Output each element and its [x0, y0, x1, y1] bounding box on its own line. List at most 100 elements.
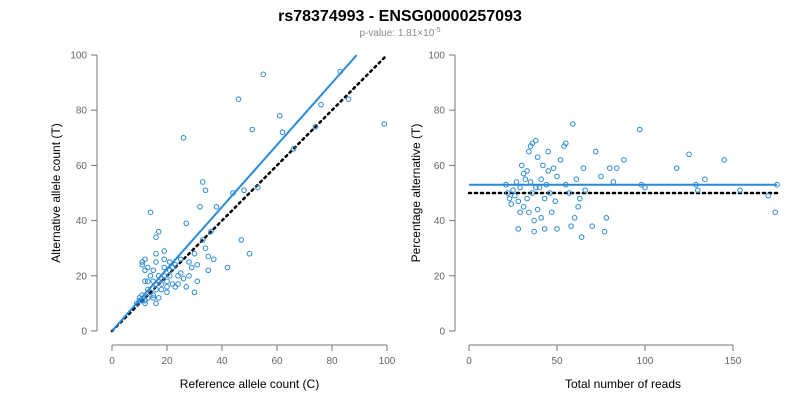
data-point: [142, 278, 148, 285]
data-point: [254, 184, 261, 191]
data-point: [177, 270, 184, 276]
x-tick-label: 100: [379, 356, 396, 367]
data-point: [545, 168, 552, 174]
data-point: [534, 154, 541, 160]
data-point: [312, 123, 319, 130]
data-point: [527, 179, 534, 185]
data-point: [526, 209, 532, 216]
data-point: [161, 273, 168, 279]
data-point: [161, 248, 168, 254]
data-point: [164, 278, 170, 285]
data-point: [147, 273, 154, 279]
x-tick-label: 0: [466, 356, 472, 367]
data-point: [695, 187, 701, 194]
data-point: [578, 234, 585, 240]
data-point: [172, 284, 179, 290]
data-point: [230, 190, 236, 196]
data-point: [208, 228, 214, 235]
data-point: [534, 206, 541, 213]
data-point: [161, 256, 168, 263]
y-tick-label: 0: [81, 327, 87, 338]
y-tick-label: 40: [76, 216, 88, 227]
data-point: [155, 228, 162, 235]
data-point: [175, 281, 181, 287]
data-point: [186, 259, 192, 265]
x-tick-label: 100: [637, 356, 654, 367]
data-point: [772, 209, 779, 216]
data-point: [504, 190, 511, 196]
data-point: [547, 190, 553, 196]
data-point: [150, 295, 157, 301]
chart-subtitle: p-value: 1.81×10-5: [359, 27, 440, 39]
x-tick-label: 0: [109, 356, 115, 367]
data-point: [155, 295, 162, 301]
data-point: [199, 179, 206, 185]
data-point: [601, 228, 608, 235]
data-point: [238, 237, 245, 243]
y-tick-label: 0: [439, 327, 445, 338]
data-point: [241, 187, 247, 194]
y-tick-label: 80: [434, 106, 446, 117]
data-point: [197, 204, 203, 210]
data-point: [139, 292, 146, 298]
data-point: [147, 209, 154, 216]
y-tick-label: 60: [434, 161, 446, 172]
data-point: [524, 195, 530, 202]
data-point: [202, 245, 209, 251]
data-point: [381, 121, 388, 127]
data-point: [158, 281, 165, 287]
data-point: [150, 267, 157, 274]
data-point: [205, 253, 212, 260]
data-point: [524, 168, 530, 174]
data-point: [589, 223, 596, 229]
data-point: [548, 209, 555, 216]
data-point: [554, 173, 560, 180]
data-point: [166, 273, 173, 279]
data-point: [142, 256, 148, 263]
data-point: [186, 273, 192, 279]
data-point: [693, 181, 699, 188]
data-point: [191, 250, 198, 257]
data-point: [153, 259, 159, 265]
data-point: [538, 176, 544, 182]
y-axis-title: Alternative allele count (T): [49, 123, 63, 262]
x-tick-label: 60: [271, 356, 283, 367]
data-point: [136, 297, 143, 304]
data-point: [290, 146, 297, 152]
data-point: [183, 284, 190, 290]
data-point: [557, 157, 564, 163]
data-point: [318, 101, 324, 108]
data-point: [520, 170, 527, 177]
data-point: [511, 192, 518, 199]
data-point: [541, 226, 548, 232]
data-point: [543, 181, 550, 188]
data-point: [702, 176, 708, 182]
y-tick-label: 20: [434, 271, 446, 282]
data-point: [529, 190, 536, 196]
data-point: [515, 198, 522, 205]
data-point: [166, 259, 173, 265]
data-point: [636, 126, 643, 133]
data-point: [533, 137, 539, 144]
data-point: [721, 157, 728, 163]
data-point: [506, 195, 513, 202]
data-point: [531, 217, 537, 224]
data-point: [686, 151, 692, 158]
data-point: [199, 237, 206, 243]
data-point: [337, 68, 344, 75]
data-point: [522, 176, 529, 182]
data-point: [566, 190, 573, 196]
data-point: [177, 256, 184, 263]
data-point: [554, 226, 560, 232]
data-point: [563, 181, 569, 188]
data-point: [161, 264, 168, 271]
data-point: [531, 228, 537, 235]
x-tick-label: 40: [216, 356, 228, 367]
data-point: [276, 112, 283, 119]
data-point: [673, 165, 680, 171]
data-point: [175, 273, 181, 279]
data-point: [169, 281, 176, 287]
data-point: [164, 284, 170, 290]
data-point: [279, 129, 286, 136]
data-point: [510, 187, 516, 194]
